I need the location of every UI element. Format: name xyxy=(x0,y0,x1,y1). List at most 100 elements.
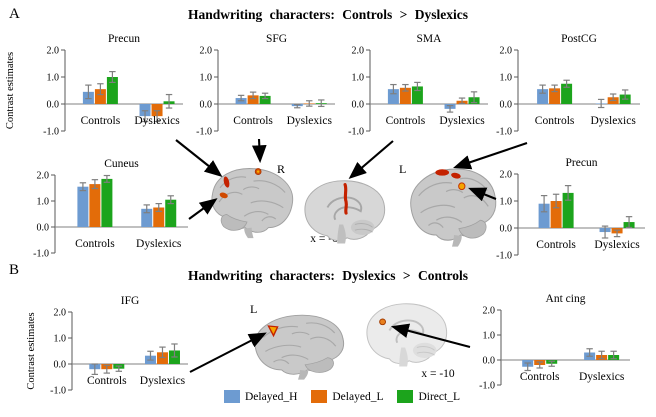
y-tick-label: 0.0 xyxy=(500,99,513,110)
error-bar-Delayed_H-Dyslexics xyxy=(597,98,605,109)
bar-Delayed_L-Controls xyxy=(247,95,259,104)
error-bar-Direct_L-Dyslexics xyxy=(625,216,633,229)
bar-Delayed_H-Dyslexics xyxy=(141,208,153,227)
error-bar-Delayed_L-Controls xyxy=(552,193,560,209)
y-tick-label: 1.0 xyxy=(500,196,513,207)
bar-Delayed_H-Controls xyxy=(538,203,550,228)
chart-title: PostCG xyxy=(561,33,597,45)
activation-spot-precun-r xyxy=(223,176,230,188)
error-bar-Delayed_H-Dyslexics xyxy=(586,348,593,357)
bar-chart-precun: Precun 2.0 1.0 0.0 -1.0 Controls Dyslexics xyxy=(496,157,645,261)
y-tick-label: 0.0 xyxy=(200,99,213,110)
error-bar-Delayed_H-Controls xyxy=(390,83,397,95)
legend-item-Delayed_H: Delayed_H xyxy=(224,390,297,403)
legend-item-Direct_L: Direct_L xyxy=(397,390,460,403)
error-bar-Direct_L-Dyslexics xyxy=(470,91,478,104)
arrow-sma xyxy=(348,140,394,180)
bar-Delayed_L-Dyslexics xyxy=(153,207,165,227)
y-tick-label: -1.0 xyxy=(496,250,512,261)
chart-title: SMA xyxy=(417,33,443,45)
chart-title: SFG xyxy=(266,33,287,45)
y-tick-label: 1.0 xyxy=(54,333,67,344)
y-tick-label: 2.0 xyxy=(200,45,213,56)
y-tick-label: 2.0 xyxy=(500,169,513,180)
bar-Direct_L-Controls xyxy=(562,192,574,228)
error-bar-Delayed_H-Controls xyxy=(524,362,531,372)
y-tick-label: -1.0 xyxy=(348,126,364,137)
y-tick-label: 0.0 xyxy=(500,223,513,234)
bar-Delayed_L-Dyslexics xyxy=(156,352,168,364)
activation-spot-postcg xyxy=(435,169,450,176)
activation-spot-sfg-core xyxy=(256,170,260,173)
error-bar-Delayed_L-Controls xyxy=(97,83,104,96)
error-bar-Delayed_L-Controls xyxy=(551,84,558,93)
bar-chart-ifg: IFG 2.0 1.0 0.0 -1.0 Controls Dyslexics Contras… xyxy=(26,295,188,396)
bar-Delayed_L-Dyslexics xyxy=(151,104,163,117)
y-tick-label: 2.0 xyxy=(37,170,50,181)
error-bar-Direct_L-Controls xyxy=(548,360,555,367)
brain-b-left-hemisphere-label: L xyxy=(250,302,258,316)
error-bar-Delayed_L-Dyslexics xyxy=(306,100,313,107)
category-label-Dyslexics: Dyslexics xyxy=(594,239,640,251)
error-bar-Direct_L-Controls xyxy=(115,365,122,372)
arrow-cuneus xyxy=(188,198,218,220)
panel-b-title: Handwriting characters: Dyslexics > Cont… xyxy=(188,268,468,283)
brain-a-lateral-right xyxy=(211,167,294,239)
y-tick-label: -1.0 xyxy=(479,380,495,391)
y-tick-label: 2.0 xyxy=(483,305,496,316)
error-bar-Direct_L-Controls xyxy=(103,174,111,183)
legend-item-Delayed_L: Delayed_L xyxy=(311,390,383,403)
bar-Direct_L-Controls xyxy=(411,86,423,104)
error-bar-Delayed_H-Dyslexics xyxy=(141,110,149,123)
bar-Delayed_L-Controls xyxy=(94,89,106,104)
category-label-Controls: Controls xyxy=(535,115,575,127)
brain-a-lateral-left xyxy=(410,168,497,248)
chart-title: Cuneus xyxy=(104,158,139,170)
y-axis-title: Contrast estimates xyxy=(26,312,37,389)
bar-chart-cuneus: Cuneus 2.0 1.0 0.0 -1.0 Controls Dyslexics xyxy=(33,158,188,259)
error-bar-Direct_L-Dyslexics xyxy=(167,195,174,205)
category-label-Dyslexics: Dyslexics xyxy=(134,115,180,127)
error-bar-Delayed_H-Dyslexics xyxy=(446,105,454,113)
panel-b-label: B xyxy=(9,262,20,278)
category-label-Controls: Controls xyxy=(75,238,115,250)
category-label-Dyslexics: Dyslexics xyxy=(579,371,625,383)
category-label-Controls: Controls xyxy=(520,371,560,383)
y-tick-label: 0.0 xyxy=(47,99,60,110)
category-label-Dyslexics: Dyslexics xyxy=(140,375,186,387)
bar-Delayed_L-Controls xyxy=(549,88,561,104)
bar-Delayed_L-Controls xyxy=(399,87,411,104)
y-tick-label: 2.0 xyxy=(54,307,67,318)
y-tick-label: 2.0 xyxy=(500,45,513,56)
error-bar-Delayed_H-Dyslexics xyxy=(294,103,301,109)
bar-chart-ant-cing: Ant cing 2.0 1.0 0.0 -1.0 Controls Dyslexics xyxy=(479,293,630,391)
error-bar-Delayed_L-Dyslexics xyxy=(613,229,621,238)
brain-a-left-hemisphere-label: L xyxy=(399,162,407,176)
error-bar-Delayed_L-Dyslexics xyxy=(609,93,617,102)
bar-Delayed_H-Controls xyxy=(387,89,399,104)
brain-a-right-hemisphere-label: R xyxy=(277,162,286,176)
activation-spot-sma-medial xyxy=(343,183,348,215)
arrow-ant-cing xyxy=(390,323,471,349)
error-bar-Delayed_L-Dyslexics xyxy=(153,110,161,123)
error-bar-Direct_L-Controls xyxy=(563,79,570,88)
error-bar-Delayed_H-Dyslexics xyxy=(143,204,150,214)
error-bar-Delayed_L-Dyslexics xyxy=(458,97,466,105)
bar-Delayed_H-Dyslexics xyxy=(139,104,151,117)
category-label-Controls: Controls xyxy=(536,239,576,251)
bar-Delayed_L-Controls xyxy=(89,184,101,227)
chart-title: IFG xyxy=(121,295,140,307)
error-bar-Direct_L-Dyslexics xyxy=(165,93,173,109)
bar-chart-sfg: SFG 2.0 1.0 0.0 -1.0 Controls Dyslexics xyxy=(196,33,335,137)
activation-spot-cuneus-r xyxy=(219,192,228,199)
category-label-Dyslexics: Dyslexics xyxy=(287,115,333,127)
error-bar-Delayed_L-Controls xyxy=(536,361,543,369)
error-bar-Direct_L-Controls xyxy=(109,70,116,84)
category-label-Dyslexics: Dyslexics xyxy=(136,238,182,250)
category-label-Controls: Controls xyxy=(386,115,426,127)
error-bar-Direct_L-Dyslexics xyxy=(621,89,629,100)
y-tick-label: 0.0 xyxy=(483,355,496,366)
error-bar-Direct_L-Controls xyxy=(261,92,269,100)
arrow-sfg xyxy=(251,138,267,164)
